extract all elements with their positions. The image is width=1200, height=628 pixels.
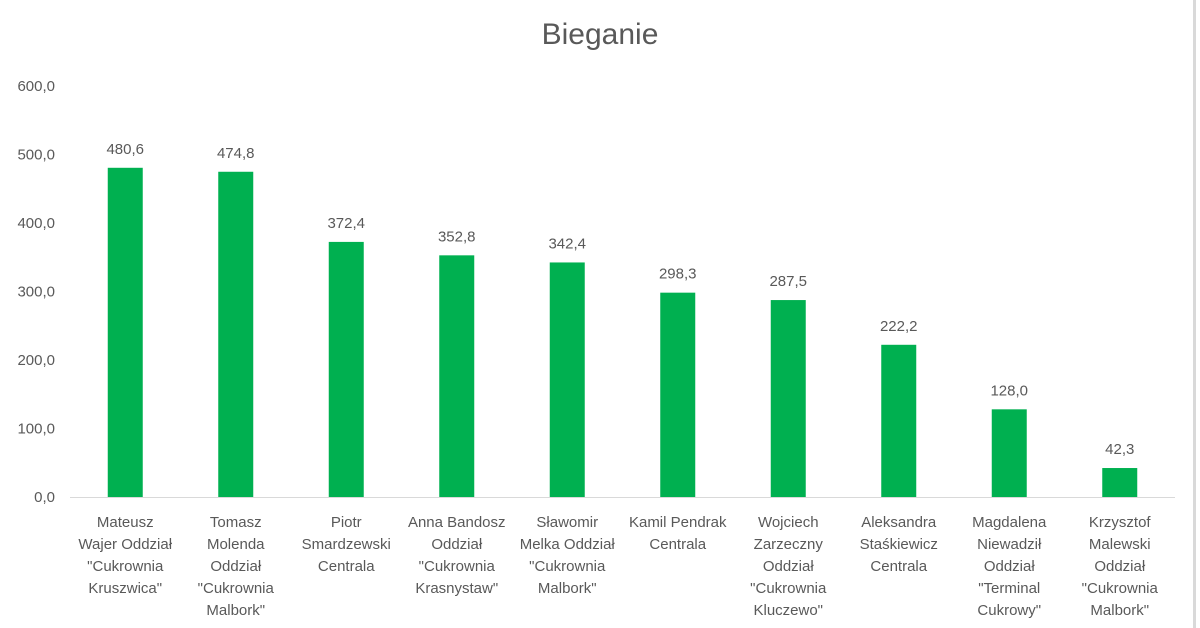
x-tick-label-line: Staśkiewicz	[860, 536, 938, 553]
x-tick-label-line: Malewski	[1089, 536, 1151, 553]
x-tick-label: Magdalena Niewadził Oddział "Terminal Cukrow…	[972, 514, 1047, 619]
x-tick-label-line: Molenda	[207, 536, 265, 553]
x-tick-label-line: Malbork"	[1090, 602, 1149, 619]
x-tick-label-line: "Cukrownia	[87, 558, 164, 575]
x-tick-label-line: Smardzewski	[302, 536, 391, 553]
chart-title: Bieganie	[541, 18, 659, 51]
bar	[1102, 468, 1138, 497]
x-tick-label-line: "Cukrownia	[198, 580, 275, 597]
x-tick-label-line: Malbork"	[538, 580, 597, 597]
y-tick-label: 300,0	[17, 284, 55, 301]
x-tick-label: Krzysztof Malewski Oddział "Cukrownia Malbor…	[1082, 514, 1159, 619]
y-tick-label: 200,0	[17, 352, 55, 369]
x-tick-label-line: "Terminal	[978, 580, 1040, 597]
x-tick-label-line: Piotr	[331, 514, 362, 531]
x-tick-label-line: Krasnystaw"	[415, 580, 498, 597]
data-label: 474,8	[217, 145, 255, 162]
bar	[439, 255, 475, 497]
bar	[660, 292, 696, 497]
x-tick-label-line: "Cukrownia	[750, 580, 827, 597]
x-tick-label-line: Aleksandra	[861, 514, 937, 531]
x-tick-label: Tomasz Molenda Oddział "Cukrownia Malbork"	[198, 514, 275, 619]
x-tick-label-line: Niewadził	[977, 536, 1042, 553]
x-tick-label-line: Oddział	[984, 558, 1036, 575]
data-label: 298,3	[659, 266, 697, 283]
x-tick-label-line: Oddział	[763, 558, 815, 575]
x-tick-label-line: Kamil Pendrak	[629, 514, 727, 531]
data-label: 128,0	[990, 382, 1028, 399]
data-label: 342,4	[548, 235, 586, 252]
x-tick-label-line: "Cukrownia	[419, 558, 496, 575]
bar	[881, 344, 917, 497]
y-tick-label: 400,0	[17, 215, 55, 232]
x-tick-label-line: "Cukrownia	[529, 558, 606, 575]
x-tick-label-line: Oddział	[431, 536, 483, 553]
bar	[991, 409, 1027, 497]
bar	[549, 262, 585, 497]
x-tick-label-line: Tomasz	[210, 514, 262, 531]
x-tick-label: Anna Bandosz Oddział "Cukrownia Krasnystaw"	[408, 514, 506, 597]
x-tick-label-line: Malbork"	[206, 602, 265, 619]
x-tick-label: Piotr Smardzewski Centrala	[302, 514, 391, 575]
y-tick-label: 100,0	[17, 421, 55, 438]
x-tick-label-line: Oddział	[1094, 558, 1146, 575]
x-tick-label-line: Mateusz	[97, 514, 154, 531]
x-tick-label-line: Oddział	[210, 558, 262, 575]
y-tick-label: 600,0	[17, 78, 55, 95]
x-tick-label-line: Magdalena	[972, 514, 1047, 531]
x-tick-label: Kamil Pendrak Centrala	[629, 514, 727, 553]
x-tick-label-line: Centrala	[318, 558, 375, 575]
y-tick-label: 0,0	[34, 489, 55, 506]
chart-border	[1193, 0, 1196, 628]
x-tick-label-line: Zarzeczny	[754, 536, 824, 553]
bar	[107, 167, 143, 497]
x-tick-label-line: Kruszwica"	[88, 580, 162, 597]
x-tick-label-line: Centrala	[870, 558, 927, 575]
data-label: 287,5	[769, 273, 807, 290]
bar	[218, 171, 254, 497]
y-tick-label: 500,0	[17, 147, 55, 164]
data-label: 372,4	[327, 215, 365, 232]
x-tick-label-line: Anna Bandosz	[408, 514, 506, 531]
x-tick-label-line: Melka Oddział	[520, 536, 616, 553]
bar	[770, 300, 806, 497]
data-label: 222,2	[880, 318, 918, 335]
x-tick-label: Mateusz Wajer Oddział "Cukrownia Kruszwica"	[78, 514, 172, 597]
x-tick-label-line: "Cukrownia	[1082, 580, 1159, 597]
x-tick-label-line: Sławomir	[536, 514, 598, 531]
bar	[328, 241, 364, 497]
data-label: 42,3	[1105, 441, 1134, 458]
data-label: 352,8	[438, 228, 476, 245]
x-tick-label-line: Krzysztof	[1089, 514, 1152, 531]
x-tick-label-line: Cukrowy"	[977, 602, 1041, 619]
x-tick-label-line: Centrala	[649, 536, 706, 553]
data-label: 480,6	[106, 141, 144, 158]
x-tick-label: Sławomir Melka Oddział "Cukrownia Malbork"	[520, 514, 616, 597]
x-tick-label-line: Wojciech	[758, 514, 819, 531]
x-tick-label: Wojciech Zarzeczny Oddział "Cukrownia Klucze…	[750, 514, 827, 619]
x-tick-label-line: Wajer Oddział	[78, 536, 172, 553]
x-tick-label: Aleksandra Staśkiewicz Centrala	[860, 514, 938, 575]
x-tick-label-line: Kluczewo"	[753, 602, 823, 619]
